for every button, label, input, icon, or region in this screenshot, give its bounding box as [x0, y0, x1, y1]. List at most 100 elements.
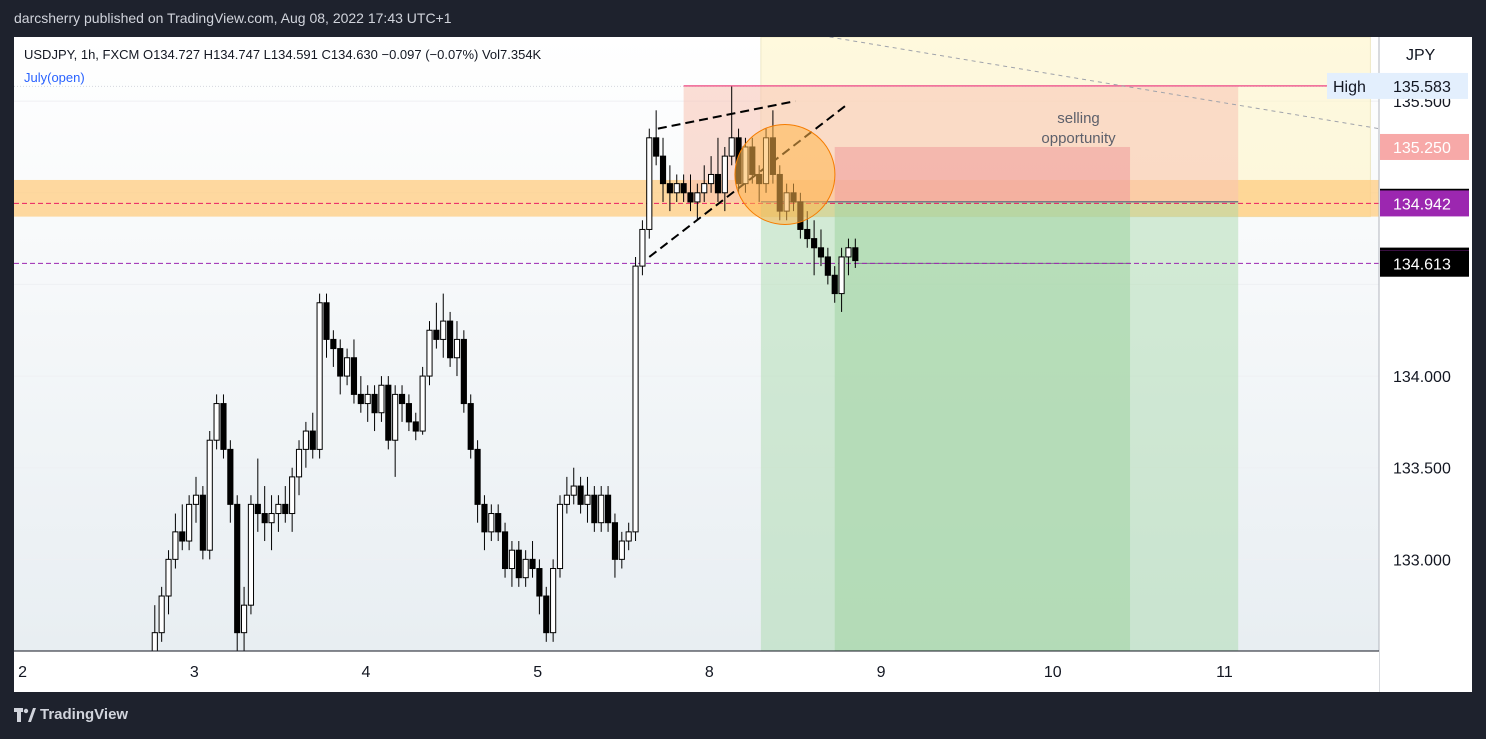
candle — [199, 486, 206, 560]
july-open-label: 134.942 — [1380, 190, 1469, 217]
candle — [680, 174, 687, 202]
candle-body — [220, 403, 227, 450]
candle-body — [467, 403, 474, 450]
candle — [611, 513, 619, 578]
indicator-label[interactable]: July(open) — [24, 70, 85, 85]
candle — [165, 550, 172, 615]
candle-body — [344, 357, 351, 377]
candle — [213, 394, 220, 450]
time-tick: 9 — [877, 664, 886, 681]
candle — [488, 504, 495, 542]
candle — [453, 321, 461, 377]
candle — [412, 412, 419, 441]
price-tick: 133.000 — [1393, 552, 1451, 569]
candle-body — [474, 448, 481, 505]
candle-body — [282, 503, 289, 515]
candle — [653, 110, 660, 166]
candle-body — [378, 384, 385, 414]
risk-zone — [834, 146, 1131, 202]
candle — [302, 421, 309, 468]
candle — [598, 486, 605, 532]
annotation-line-1: selling — [1057, 110, 1100, 127]
candle — [241, 586, 248, 651]
candle-body — [275, 503, 282, 515]
candle-body — [838, 256, 845, 295]
entry-price-label: 135.250 — [1380, 133, 1469, 160]
candle-body — [460, 338, 467, 405]
candle-body — [350, 357, 358, 395]
candle-body — [481, 503, 488, 533]
candle-body — [721, 155, 728, 194]
candle-body — [316, 302, 323, 450]
current-price-label-text: 134.613 — [1393, 257, 1451, 274]
candle — [398, 385, 406, 422]
candle — [192, 476, 200, 523]
candle — [714, 137, 722, 202]
candle — [227, 440, 234, 523]
symbol-header: USDJPY, 1h, FXCM O134.727 H134.747 L134.… — [24, 47, 542, 62]
candle-body — [522, 558, 529, 579]
candle-body — [639, 228, 646, 267]
price-tick: 134.000 — [1393, 369, 1451, 386]
candle-body — [646, 137, 653, 230]
candle-body — [241, 604, 248, 634]
trend-line-down — [829, 37, 1380, 130]
candle-body — [556, 503, 564, 570]
candle-body — [158, 595, 165, 634]
candle-body — [227, 448, 234, 505]
candle-body — [371, 393, 378, 414]
candle — [701, 165, 708, 202]
candle — [268, 495, 275, 551]
time-axis-background — [14, 651, 1379, 692]
candle-body — [433, 329, 440, 340]
candle — [433, 302, 440, 349]
candle-body — [536, 568, 543, 597]
candle — [536, 559, 543, 615]
candle-body — [426, 329, 433, 377]
candle — [852, 238, 859, 268]
high-label-text: 135.583 — [1393, 79, 1451, 96]
candle-body — [268, 513, 275, 524]
candle — [172, 513, 179, 569]
candle — [591, 486, 598, 532]
candle — [392, 385, 399, 477]
candle — [508, 541, 516, 587]
candle — [721, 146, 728, 212]
candle-body — [330, 338, 337, 350]
candle — [811, 220, 818, 276]
candle — [708, 156, 715, 193]
candle-body — [811, 238, 818, 249]
candle — [618, 531, 625, 569]
candle — [632, 256, 639, 542]
candle-body — [577, 485, 584, 505]
candle — [556, 495, 564, 578]
candle-body — [357, 393, 364, 405]
candle — [481, 495, 488, 551]
candle — [385, 376, 392, 450]
wedge-upper-line — [657, 100, 796, 130]
candle-body — [186, 503, 193, 542]
candle-body — [385, 384, 392, 441]
candle-body — [206, 439, 213, 551]
price-chart[interactable]: sellingopportunityJPY135.500134.000133.5… — [14, 37, 1472, 692]
candle-body — [254, 503, 261, 515]
tradingview-brand[interactable]: TradingView — [14, 706, 128, 723]
candle-body — [694, 192, 701, 203]
time-tick: 4 — [362, 664, 371, 681]
candle — [295, 440, 303, 496]
candle — [186, 495, 193, 551]
highlight-circle — [734, 123, 836, 225]
candle — [563, 476, 570, 514]
candle-body — [440, 320, 447, 340]
july-open-label-text: 134.942 — [1393, 196, 1451, 213]
candle-body — [550, 568, 557, 634]
candle — [460, 330, 467, 413]
candle-body — [323, 302, 330, 340]
chart-frame[interactable]: selling opportunity JPY 135.500 134.000 133.5… — [14, 37, 1472, 692]
candle — [357, 376, 364, 413]
candle — [577, 476, 584, 514]
entry-price-label-text: 135.250 — [1393, 140, 1451, 157]
candle — [625, 522, 632, 551]
candle — [405, 394, 412, 432]
candle-body — [302, 430, 309, 450]
